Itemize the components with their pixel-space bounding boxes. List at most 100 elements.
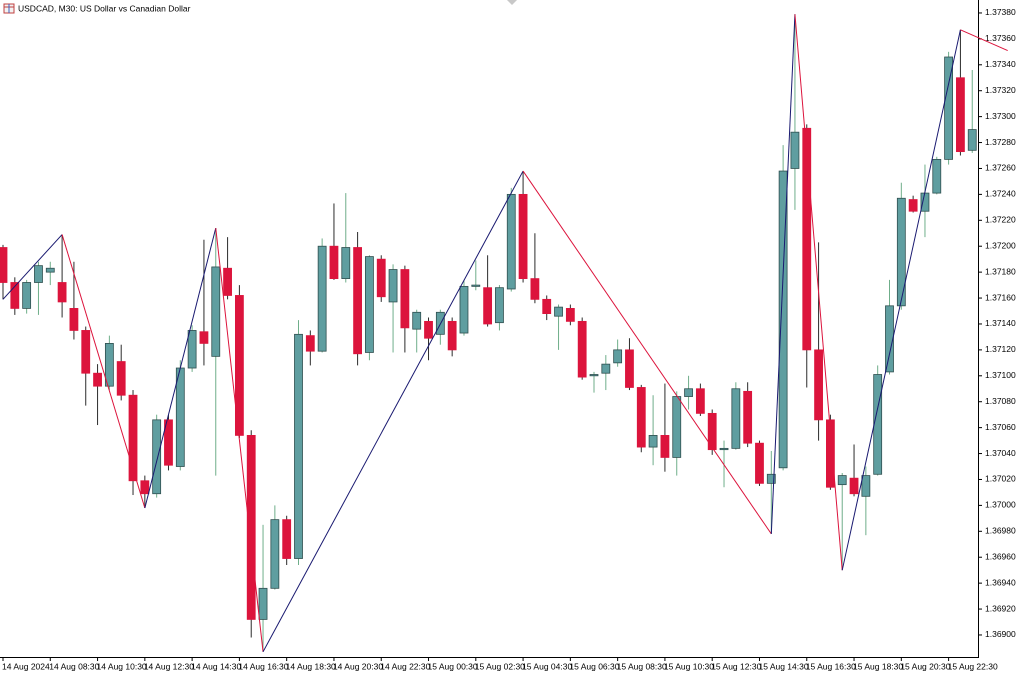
candle-body <box>34 265 43 283</box>
x-tick-label: 15 Aug 00:30 <box>428 661 478 671</box>
candle-body <box>956 77 965 153</box>
y-tick-label: 1.37060 <box>985 422 1016 432</box>
y-tick-label: 1.36940 <box>985 577 1016 587</box>
y-tick-label: 1.37140 <box>985 318 1016 328</box>
y-tick-label: 1.37320 <box>985 85 1016 95</box>
candle-body <box>93 372 102 387</box>
x-tick-label: 14 Aug 14:30 <box>191 661 241 671</box>
candle-body <box>908 199 918 212</box>
candle-body <box>885 305 894 373</box>
candle-body <box>294 333 303 559</box>
y-tick-label: 1.37180 <box>985 266 1016 276</box>
zigzag-segment <box>2 234 63 300</box>
candle-body <box>896 197 906 307</box>
zigzag-segment <box>841 29 961 571</box>
x-tick-label: 15 Aug 12:30 <box>711 661 761 671</box>
candle-body <box>873 374 883 475</box>
candle-body <box>128 394 138 482</box>
x-tick-label: 14 Aug 22:30 <box>380 661 430 671</box>
candle-body <box>577 320 587 378</box>
x-tick-label: 14 Aug 10:30 <box>97 661 147 671</box>
candle-body <box>625 349 634 388</box>
candle-body <box>282 519 292 559</box>
candle-body <box>506 193 516 290</box>
candle-body <box>778 170 788 469</box>
candle-body <box>376 258 386 298</box>
candle-body <box>223 267 232 296</box>
candle-body <box>57 282 67 303</box>
candle-body <box>447 320 457 351</box>
candle-body <box>459 285 469 334</box>
candle-body <box>743 390 753 444</box>
candle-body <box>10 282 20 309</box>
x-tick-label: 15 Aug 22:30 <box>948 661 998 671</box>
candle-body <box>388 269 398 303</box>
zigzag-segment <box>770 14 796 534</box>
candle-body <box>826 419 835 488</box>
candle-body <box>565 308 575 322</box>
candle-body <box>152 419 162 495</box>
candle-body <box>648 435 658 448</box>
candle-body <box>601 363 611 374</box>
candle-body <box>684 388 693 397</box>
x-tick-label: 15 Aug 18:30 <box>853 661 903 671</box>
candle-body <box>719 447 729 451</box>
candle-body <box>495 287 504 324</box>
y-tick-label: 1.37380 <box>985 7 1016 17</box>
candle-body <box>636 387 646 448</box>
candle-body <box>554 306 563 317</box>
candle-body <box>246 435 256 620</box>
y-tick-label: 1.36960 <box>985 551 1016 561</box>
candle-body <box>589 374 599 377</box>
candle-body <box>837 475 847 486</box>
candle-body <box>814 349 823 421</box>
candle-body <box>731 388 741 449</box>
y-tick-label: 1.36980 <box>985 526 1016 536</box>
candle-body <box>412 311 422 330</box>
candle-body <box>187 330 197 369</box>
candle-body <box>613 349 623 364</box>
x-tick-label: 15 Aug 14:30 <box>758 661 808 671</box>
x-tick-label: 15 Aug 06:30 <box>569 661 619 671</box>
zigzag-segment <box>215 228 264 652</box>
candle-body <box>69 308 79 331</box>
candle-body <box>483 287 493 325</box>
zigzag-segment <box>262 170 524 653</box>
candle-body <box>22 282 32 309</box>
candle-body <box>695 388 705 414</box>
candle-body <box>920 192 930 212</box>
candle-body <box>199 331 209 344</box>
candle-body <box>861 475 871 497</box>
y-tick-label: 1.37200 <box>985 240 1016 250</box>
candle-body <box>672 396 682 458</box>
candle-body <box>104 343 114 387</box>
x-tick-label: 15 Aug 10:30 <box>664 661 714 671</box>
candle-body <box>424 320 433 339</box>
chart-title: USDCAD, M30: US Dollar vs Canadian Dolla… <box>18 3 191 13</box>
candle-body <box>707 412 717 451</box>
candle-body <box>45 267 55 273</box>
symbol-icon <box>3 3 15 14</box>
candle-body <box>471 284 481 287</box>
candle-body <box>164 419 173 466</box>
candle-body <box>116 361 126 396</box>
y-tick-label: 1.37020 <box>985 474 1016 484</box>
y-tick-label: 1.37000 <box>985 500 1016 510</box>
candle-body <box>317 245 327 352</box>
candle-body <box>81 330 91 374</box>
y-tick-label: 1.37120 <box>985 344 1016 354</box>
y-tick-label: 1.37280 <box>985 137 1016 147</box>
y-tick-label: 1.37360 <box>985 33 1016 43</box>
candle-body <box>530 278 540 300</box>
scroll-marker <box>507 0 517 5</box>
y-tick-label: 1.37100 <box>985 370 1016 380</box>
x-tick-label: 14 Aug 2024 <box>2 661 50 671</box>
candle-body <box>542 298 552 314</box>
candle-body <box>849 477 859 495</box>
zigzag-segment <box>144 227 217 509</box>
x-tick-label: 15 Aug 16:30 <box>806 661 856 671</box>
y-tick-label: 1.37080 <box>985 396 1016 406</box>
candle-body <box>944 56 953 160</box>
